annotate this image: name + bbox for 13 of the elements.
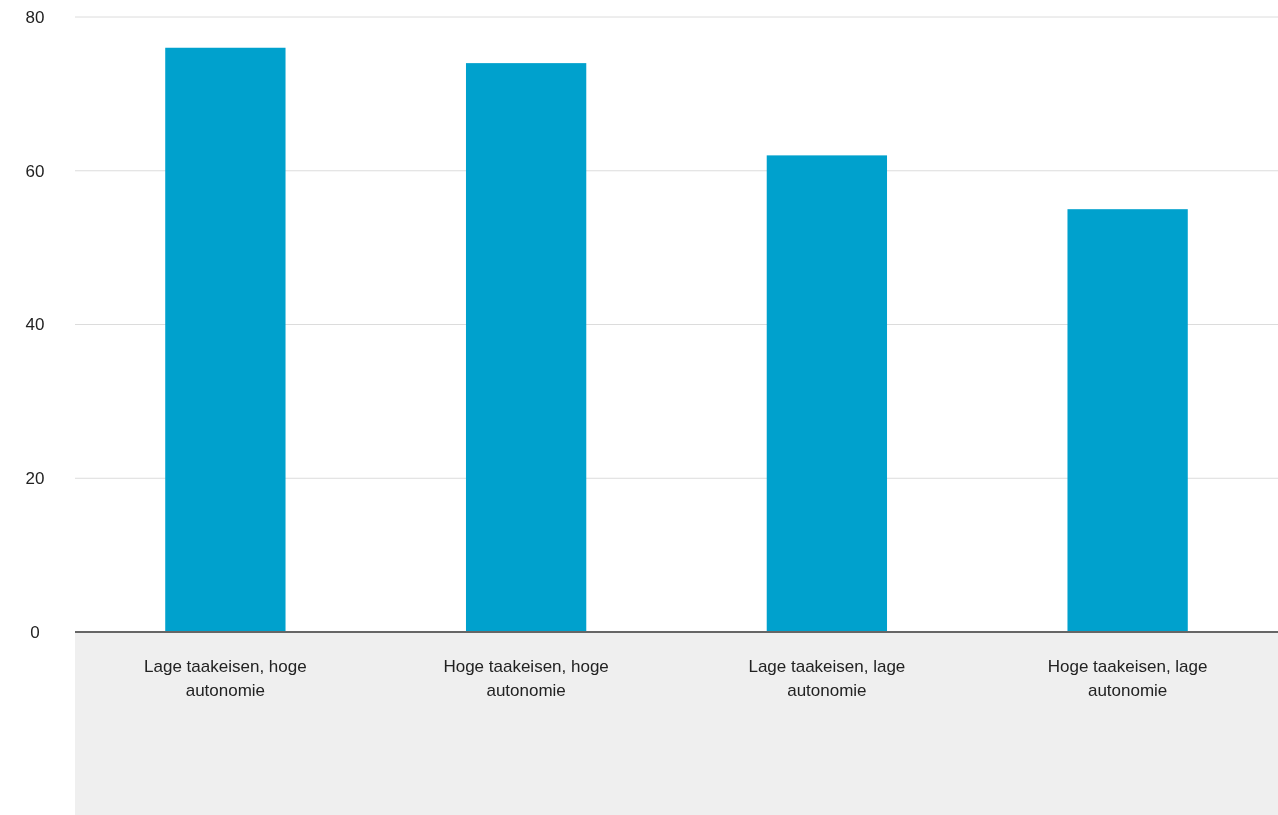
y-tick-label: 0	[30, 622, 40, 642]
x-tick-label: Hoge taakeisen, hoge autonomie	[443, 657, 609, 700]
x-tick-label: Lage taakeisen, hoge autonomie	[144, 657, 307, 700]
x-tick-label: Hoge taakeisen, lage autonomie	[1047, 657, 1208, 700]
bar	[465, 63, 587, 632]
y-tick-label: 20	[25, 469, 45, 489]
bar	[1067, 209, 1188, 632]
bar	[165, 47, 286, 632]
y-tick-label: 40	[25, 315, 45, 335]
y-tick-label: 60	[25, 161, 45, 181]
bar	[766, 155, 888, 632]
y-tick-label: 80	[25, 7, 45, 27]
x-tick-label: Lage taakeisen, lage autonomie	[748, 657, 906, 700]
